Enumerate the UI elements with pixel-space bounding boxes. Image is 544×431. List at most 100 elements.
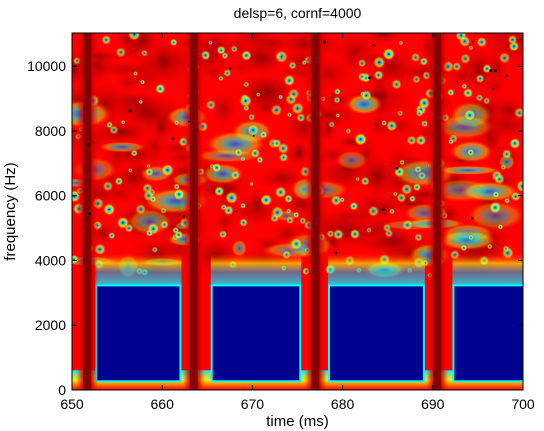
cool-noise-spot	[468, 45, 474, 51]
cool-noise-spot	[159, 219, 169, 230]
cool-noise-spot	[382, 223, 392, 233]
cool-noise-spot	[269, 213, 280, 223]
cool-noise-spot	[408, 195, 416, 203]
cool-noise-spot	[458, 35, 471, 48]
cool-noise-spot	[173, 119, 180, 126]
cool-noise-spot	[217, 75, 224, 82]
cool-noise-spot	[274, 49, 289, 64]
cool-noise-spot	[345, 128, 352, 134]
hot-energy-blob	[492, 95, 523, 126]
y-tick-label: 8000	[35, 123, 66, 139]
cool-noise-patch	[97, 141, 147, 153]
cool-noise-spot	[247, 113, 256, 121]
cool-noise-spot	[130, 149, 138, 157]
cool-noise-spot	[221, 52, 229, 60]
dark-noise-point	[470, 216, 474, 220]
pulse-core-4	[433, 33, 442, 390]
dark-noise-point	[252, 134, 255, 137]
cool-noise-spot	[145, 229, 154, 237]
cool-noise-spot	[278, 152, 289, 163]
cool-noise-spot	[510, 191, 522, 202]
cool-noise-spot	[238, 94, 253, 108]
cool-noise-spot	[463, 108, 477, 122]
x-tick-label: 700	[511, 396, 535, 412]
cool-noise-spot	[486, 243, 493, 250]
cool-noise-spot	[504, 197, 511, 204]
cool-noise-patch	[458, 181, 520, 203]
cool-noise-spot	[287, 88, 300, 100]
cool-noise-spot	[482, 63, 492, 74]
cool-noise-spot	[355, 176, 361, 182]
cool-noise-patch	[434, 165, 502, 176]
y-tick-label: 6000	[35, 188, 66, 204]
dark-noise-point	[372, 44, 375, 47]
cool-noise-spot	[451, 61, 462, 72]
cool-noise-spot	[357, 58, 367, 68]
cool-noise-spot	[493, 173, 506, 185]
cool-noise-spot	[238, 218, 249, 228]
cool-noise-spot	[393, 166, 405, 178]
cool-noise-spot	[208, 40, 213, 46]
dark-noise-point	[368, 76, 372, 80]
cool-noise-spot	[213, 186, 225, 197]
cool-noise-spot	[139, 79, 146, 85]
dark-noise-point	[390, 196, 393, 199]
cool-noise-spot	[154, 83, 166, 95]
cool-noise-spot	[169, 38, 178, 47]
cool-noise-spot	[373, 69, 384, 81]
cool-noise-spot	[475, 74, 485, 84]
low-energy-transition-1	[95, 252, 182, 289]
dark-noise-point	[493, 69, 497, 73]
cool-noise-patch	[436, 229, 498, 251]
cool-noise-spot	[240, 49, 252, 62]
pulse-core-1	[83, 33, 92, 390]
cool-noise-spot	[172, 188, 186, 201]
dark-noise-point	[381, 208, 385, 212]
cool-noise-spot	[392, 191, 398, 197]
cool-noise-spot	[211, 162, 222, 173]
cool-noise-spot	[459, 53, 471, 65]
low-energy-transition-3	[328, 252, 425, 289]
cool-noise-spot	[223, 68, 232, 78]
hot-energy-blob	[113, 69, 143, 96]
cool-noise-spot	[249, 181, 255, 187]
dark-noise-point	[491, 88, 494, 91]
pulse-core-3	[311, 33, 320, 390]
cool-noise-spot	[134, 203, 147, 216]
cool-noise-spot	[271, 138, 282, 149]
cool-noise-spot	[224, 190, 239, 205]
cool-noise-spot	[292, 211, 300, 219]
cool-noise-spot	[412, 74, 421, 84]
cool-noise-spot	[249, 148, 261, 159]
cool-noise-spot	[102, 180, 114, 192]
dark-noise-point	[235, 210, 238, 213]
cool-noise-spot	[385, 119, 398, 132]
cool-noise-spot	[447, 138, 454, 145]
dark-noise-point	[171, 137, 175, 141]
cool-noise-spot	[230, 45, 238, 53]
dark-noise-point	[334, 251, 338, 255]
cool-noise-spot	[447, 88, 455, 97]
cool-noise-spot	[296, 112, 306, 123]
cool-noise-spot	[173, 230, 184, 240]
cool-noise-spot	[396, 109, 404, 117]
cool-noise-spot	[406, 135, 417, 146]
cool-noise-spot	[399, 159, 406, 166]
dark-noise-point	[101, 229, 104, 232]
dark-noise-point	[456, 80, 458, 83]
cool-noise-patch	[434, 113, 495, 141]
cool-noise-spot	[372, 55, 386, 70]
cool-noise-spot	[290, 101, 305, 116]
cool-noise-spot	[414, 165, 423, 174]
cool-noise-spot	[461, 83, 468, 90]
cool-noise-spot	[230, 170, 241, 181]
dark-noise-point	[228, 67, 232, 70]
cool-noise-spot	[360, 89, 373, 102]
cool-noise-spot	[259, 193, 273, 207]
cool-noise-spot	[502, 245, 510, 253]
cool-noise-spot	[475, 93, 484, 102]
cool-noise-spot	[102, 202, 116, 217]
cool-noise-spot	[246, 123, 260, 137]
cool-noise-spot	[349, 201, 359, 211]
y-tick-label: 2000	[35, 317, 66, 333]
